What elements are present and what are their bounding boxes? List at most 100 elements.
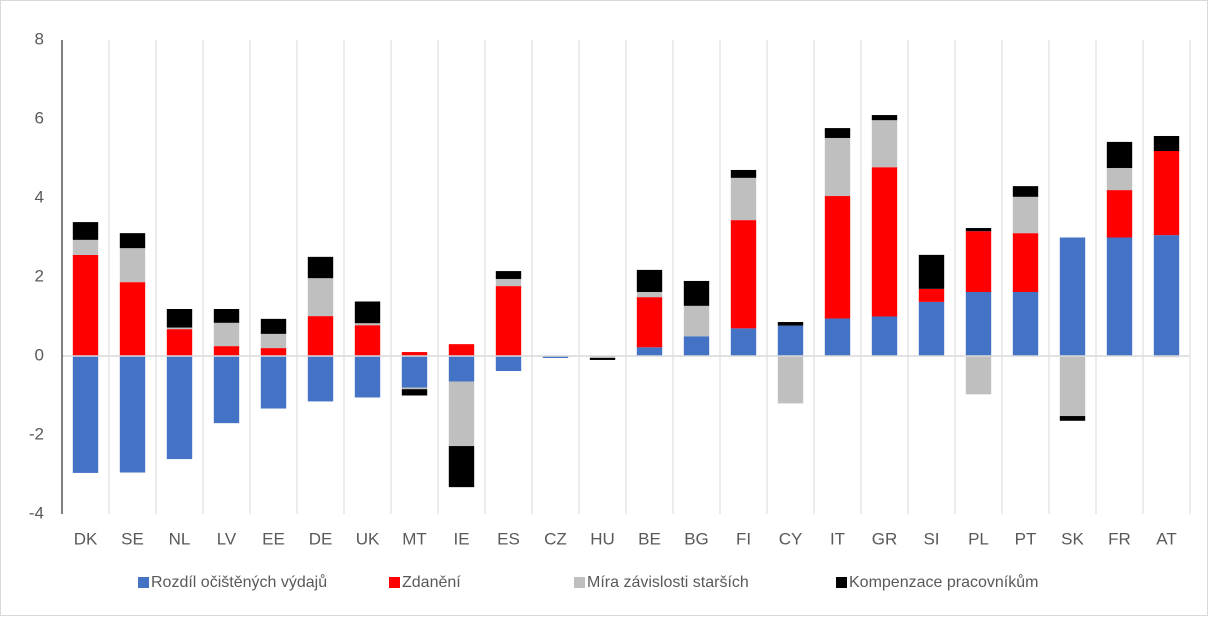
bar-segment	[448, 381, 475, 447]
x-tick-label: SI	[923, 529, 939, 548]
legend-label: Míra závislosti starších	[587, 574, 749, 591]
x-tick-label: IT	[830, 529, 845, 548]
bar-segment	[683, 336, 710, 356]
bar-segment	[260, 356, 287, 409]
bar-segment	[260, 333, 287, 349]
x-tick-label: FI	[736, 529, 751, 548]
bar-segment	[965, 292, 992, 356]
y-tick-label: -4	[29, 503, 44, 522]
bar-segment	[542, 356, 569, 358]
x-tick-label: HU	[590, 529, 615, 548]
bar-segment	[495, 271, 522, 279]
y-tick-label: 6	[35, 108, 44, 127]
y-tick-label: 8	[35, 29, 44, 48]
bar-segment	[119, 356, 146, 473]
bar-segment	[965, 231, 992, 293]
legend-swatch	[389, 577, 400, 588]
bar-segment	[1012, 233, 1039, 293]
x-tick-label: DE	[309, 529, 333, 548]
bar-segment	[354, 356, 381, 398]
bar-segment	[307, 256, 334, 279]
legend-label: Kompenzace pracovníkům	[849, 573, 1038, 591]
x-tick-label: SK	[1061, 529, 1084, 548]
bar-segment	[730, 328, 757, 356]
bar-segment	[918, 254, 945, 289]
bar-segment	[871, 167, 898, 317]
bar-segment	[166, 329, 193, 356]
x-tick-label: CZ	[544, 529, 567, 548]
bar-segment	[824, 137, 851, 197]
bar-segment	[1012, 186, 1039, 197]
bar-segment	[965, 228, 992, 232]
x-tick-label: EE	[262, 529, 285, 548]
bar-segment	[448, 356, 475, 382]
x-tick-label: PT	[1015, 529, 1037, 548]
bar-segment	[1106, 237, 1133, 356]
y-tick-label: 0	[35, 345, 44, 364]
bar-segment	[683, 305, 710, 337]
x-tick-label: LV	[217, 529, 237, 548]
bar-segment	[307, 316, 334, 356]
legend-label: Rozdíl očištěných výdajů	[151, 573, 327, 591]
bar-segment	[401, 352, 428, 356]
bar-segment	[260, 318, 287, 334]
bar-segment	[72, 356, 99, 473]
bar-segment	[401, 356, 428, 388]
legend-label: Zdanění	[402, 574, 461, 591]
bar-segment	[730, 177, 757, 221]
bar-segment	[636, 347, 663, 356]
bar-segment	[777, 325, 804, 356]
bar-segment	[119, 248, 146, 283]
bar-segment	[636, 292, 663, 298]
bar-segment	[636, 297, 663, 348]
bar-segment	[1153, 235, 1180, 356]
bar-segment	[871, 115, 898, 121]
bar-segment	[72, 239, 99, 255]
bar-segment	[260, 348, 287, 356]
bar-segment	[965, 356, 992, 395]
x-tick-label: MT	[402, 529, 427, 548]
bar-segment	[777, 322, 804, 326]
legend: Rozdíl očištěných výdajů Zdanění Míra závi…	[138, 573, 1038, 591]
bar-segment	[1106, 167, 1133, 191]
bar-segment	[1059, 237, 1086, 356]
x-tick-label: BE	[638, 529, 661, 548]
bar-segment	[213, 356, 240, 424]
y-tick-label: -2	[29, 424, 44, 443]
bar-segment	[448, 344, 475, 356]
bar-segment	[777, 356, 804, 404]
bar-segment	[683, 280, 710, 306]
bar-segment	[1012, 292, 1039, 356]
bar-segment	[730, 220, 757, 329]
bar-segment	[307, 278, 334, 317]
bar-segment	[871, 120, 898, 168]
bar-segment	[119, 282, 146, 356]
y-tick-label: 2	[35, 266, 44, 285]
x-tick-label: SE	[121, 529, 144, 548]
legend-swatch	[574, 577, 585, 588]
bar-segment	[213, 346, 240, 356]
bar-segment	[1059, 356, 1086, 417]
x-tick-label: NL	[169, 529, 191, 548]
legend-swatch	[836, 577, 847, 588]
bar-segment	[1059, 416, 1086, 421]
x-tick-label: ES	[497, 529, 520, 548]
y-tick-label: 4	[35, 187, 44, 206]
bar-segment	[589, 357, 616, 360]
bar-segment	[166, 356, 193, 460]
bar-segment	[401, 389, 428, 396]
x-tick-label: BG	[684, 529, 709, 548]
bar-segment	[72, 222, 99, 240]
bar-segment	[1153, 135, 1180, 151]
bar-segment	[871, 316, 898, 356]
x-tick-label: UK	[356, 529, 380, 548]
bar-segment	[1012, 196, 1039, 234]
bar-segment	[213, 308, 240, 323]
bar-segment	[636, 269, 663, 293]
bar-segment	[495, 356, 522, 372]
bar-segment	[354, 301, 381, 324]
bar-segment	[495, 286, 522, 356]
bar-segment	[354, 325, 381, 356]
bar-segment	[1106, 141, 1133, 168]
